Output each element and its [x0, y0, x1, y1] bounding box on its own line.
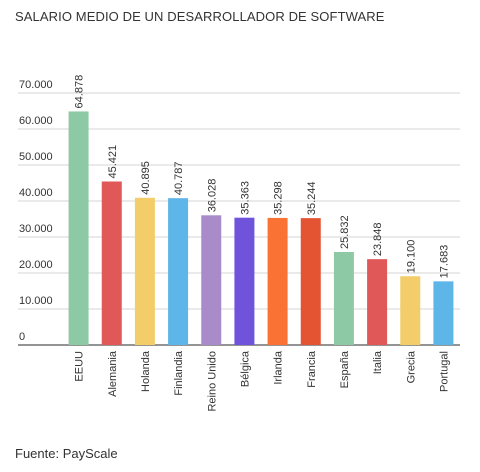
category-label: Alemania: [107, 350, 119, 397]
category-label: EEUU: [74, 351, 86, 382]
y-tick-label: 20.000: [19, 259, 53, 271]
category-labels: EEUU Alemania Holanda Finlandia Reino Unido B…: [74, 350, 451, 411]
category-label: España: [339, 350, 351, 388]
bar: [367, 259, 388, 345]
bar: [234, 217, 255, 345]
value-label: 36.028: [206, 179, 218, 213]
category-label: Irlanda: [273, 350, 285, 385]
y-tick-label: 60.000: [19, 115, 53, 127]
y-tick-label: 50.000: [19, 151, 53, 163]
y-axis-ticks: 0 10.000 20.000 30.000 40.000 50.000 60.000 70.…: [19, 79, 53, 343]
y-tick-label: 0: [19, 331, 25, 343]
chart-title: SALARIO MEDIO DE UN DESARROLLADOR DE SOF…: [15, 9, 385, 24]
category-label: Grecia: [405, 350, 417, 383]
value-label: 25.832: [339, 215, 351, 249]
value-label: 19.100: [405, 240, 417, 274]
y-tick-label: 70.000: [19, 79, 53, 91]
y-tick-label: 40.000: [19, 187, 53, 199]
value-label: 35.298: [273, 181, 285, 215]
value-labels: 64.878 45.421 40.895 40.787 36.028 35.363 35.2…: [74, 75, 451, 279]
category-label: Reino Unido: [206, 351, 218, 412]
bar: [134, 197, 155, 345]
category-label: Italia: [372, 350, 384, 374]
category-label: Francia: [306, 350, 318, 388]
bars: [68, 111, 454, 345]
bar: [333, 252, 354, 345]
bar: [101, 181, 122, 345]
category-label: Bélgica: [239, 350, 251, 387]
bar: [300, 218, 321, 345]
bar: [68, 111, 89, 345]
category-label: Holanda: [140, 350, 152, 392]
value-label: 64.878: [74, 75, 86, 109]
y-tick-label: 30.000: [19, 223, 53, 235]
value-label: 40.895: [140, 161, 152, 195]
bar: [201, 215, 222, 345]
category-label: Portugal: [438, 351, 450, 392]
source-note: Fuente: PayScale: [15, 446, 118, 461]
value-label: 35.244: [306, 181, 318, 215]
value-label: 23.848: [372, 222, 384, 256]
value-label: 40.787: [173, 162, 185, 196]
value-label: 17.683: [438, 245, 450, 279]
value-label: 35.363: [239, 181, 251, 215]
bar: [400, 276, 421, 345]
y-tick-label: 10.000: [19, 295, 53, 307]
category-label: Finlandia: [173, 350, 185, 396]
bar: [433, 281, 454, 345]
bar: [168, 198, 189, 345]
bar: [267, 217, 288, 345]
value-label: 45.421: [107, 145, 119, 179]
